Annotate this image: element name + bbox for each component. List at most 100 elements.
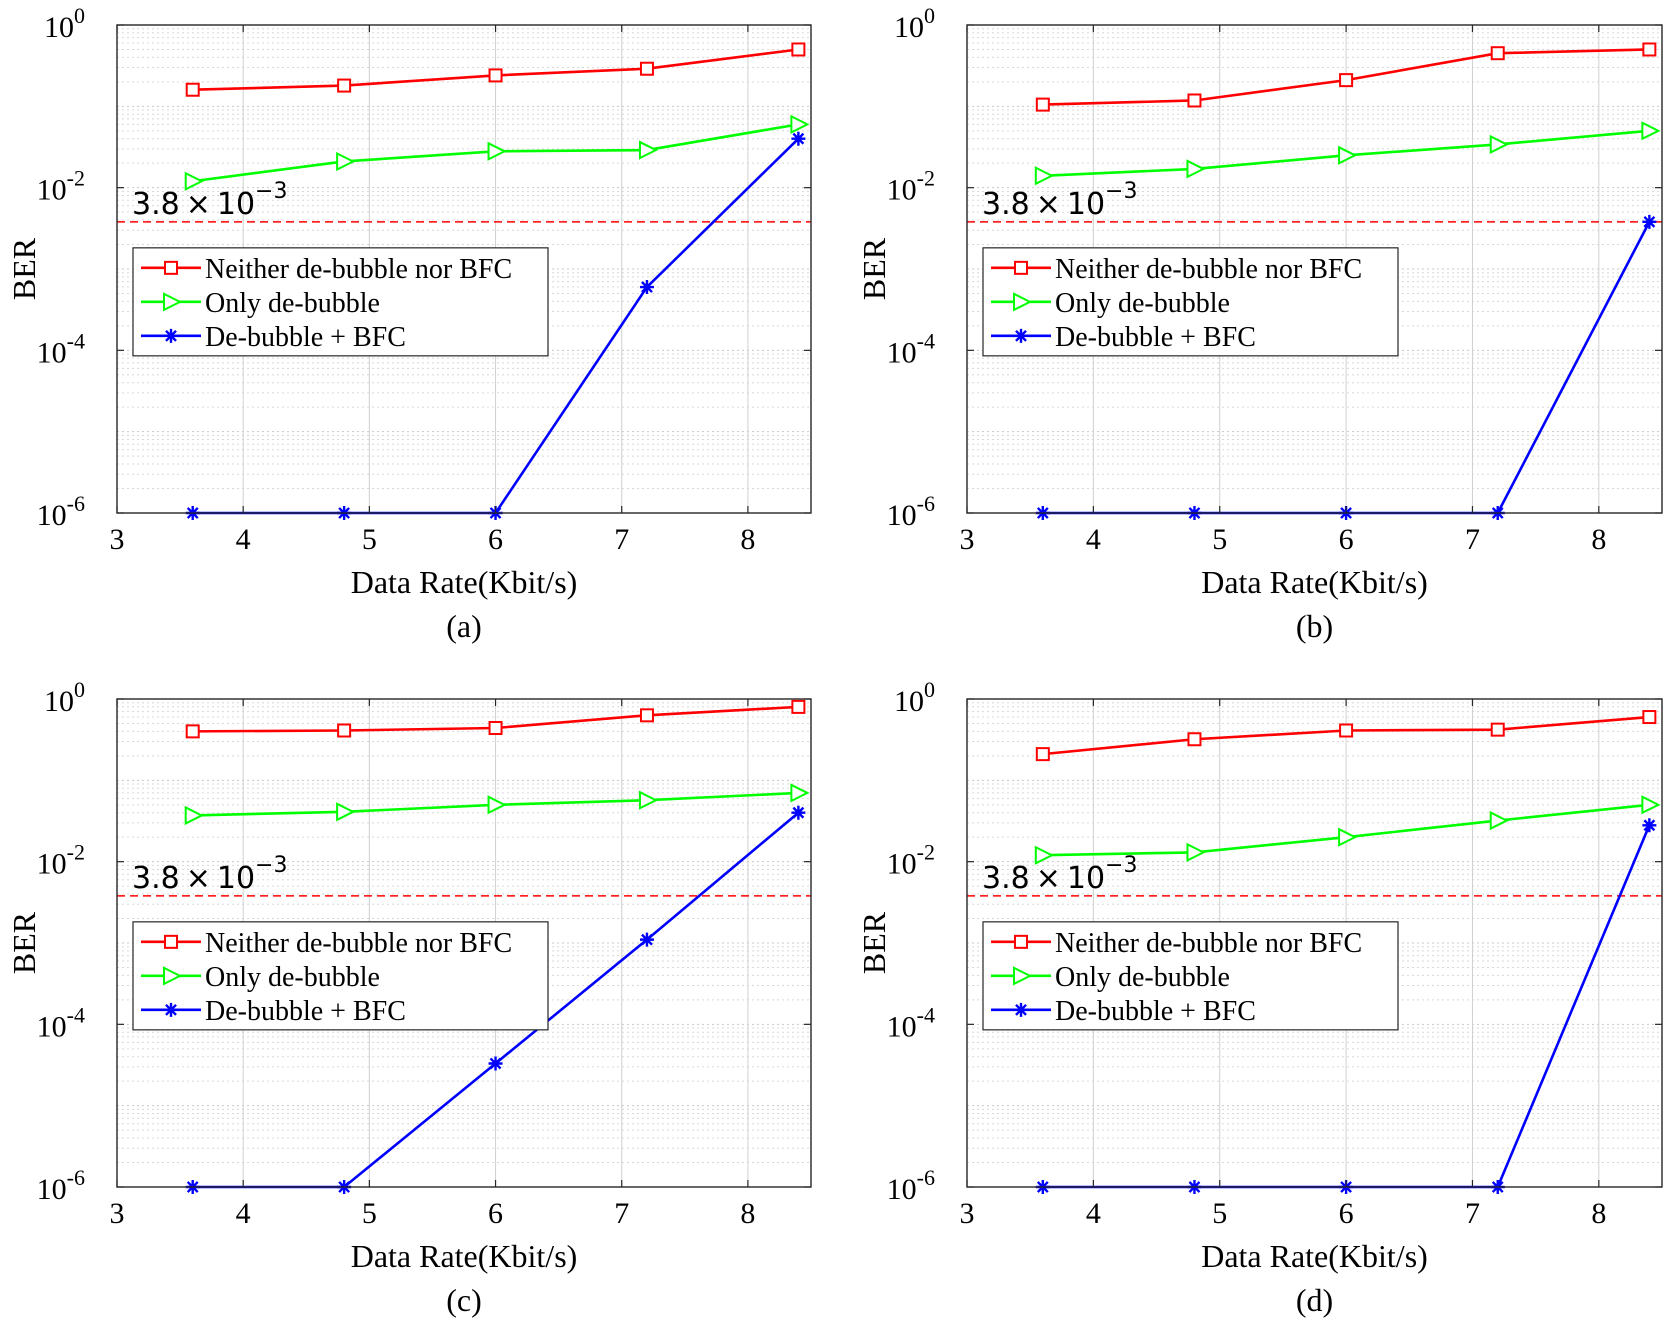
y-tick-base: 10 xyxy=(887,499,917,532)
legend-marker xyxy=(164,1002,178,1017)
y-tick-base: 10 xyxy=(894,11,924,44)
y-tick-label: 10-6 xyxy=(37,1165,85,1206)
y-tick-exponent: -2 xyxy=(67,166,85,191)
panel-label: (c) xyxy=(446,1282,482,1318)
legend-box xyxy=(132,247,549,357)
data-point xyxy=(1489,134,1509,155)
legend-box xyxy=(982,247,1399,357)
y-tick-exponent: 0 xyxy=(74,3,85,28)
threshold-mantissa: 3.8 xyxy=(132,187,180,222)
y-tick-exponent: -2 xyxy=(67,840,85,865)
y-tick-exponent: 0 xyxy=(924,677,935,702)
y-axis-label: BER xyxy=(6,911,42,974)
y-tick-base: 10 xyxy=(887,848,917,881)
y-tick-label: 10-4 xyxy=(37,1002,85,1043)
legend-label: Only de-bubble xyxy=(1055,962,1230,993)
series-0 xyxy=(185,699,806,739)
y-tick-label: 100 xyxy=(894,677,935,718)
y-axis-label: BER xyxy=(856,237,892,300)
y-tick-exponent: -6 xyxy=(917,491,935,516)
threshold-base: 10 xyxy=(1067,861,1105,896)
x-tick-label: 7 xyxy=(614,1197,629,1230)
y-tick-exponent: -2 xyxy=(917,840,935,865)
x-axis-label: Data Rate(Kbit/s) xyxy=(351,564,578,600)
legend-item-2: De-bubble + BFC xyxy=(141,996,406,1027)
x-tick-label: 3 xyxy=(110,1197,125,1230)
legend-label: Neither de-bubble nor BFC xyxy=(1055,254,1362,285)
x-tick-label: 6 xyxy=(1339,1197,1354,1230)
threshold-label: 3.8 × 10−3 xyxy=(132,853,287,896)
y-tick-label: 10-2 xyxy=(37,166,85,207)
y-tick-base: 10 xyxy=(37,174,67,207)
x-tick-label: 4 xyxy=(236,523,251,556)
data-point xyxy=(791,699,806,714)
data-point xyxy=(1641,795,1661,815)
x-tick-label: 3 xyxy=(960,523,975,556)
data-point xyxy=(1338,827,1358,847)
x-tick-label: 4 xyxy=(1086,523,1101,556)
legend-label: Only de-bubble xyxy=(205,962,380,993)
y-tick-label: 10-4 xyxy=(887,328,935,369)
series-0 xyxy=(1035,42,1657,112)
series-0 xyxy=(185,42,806,97)
y-tick-exponent: 0 xyxy=(74,677,85,702)
legend-item-1: Only de-bubble xyxy=(991,962,1230,993)
data-point xyxy=(639,280,654,295)
legend-box xyxy=(982,921,1399,1031)
y-tick-label: 10-4 xyxy=(37,328,85,369)
y-tick-exponent: -4 xyxy=(917,328,935,353)
legend-marker xyxy=(1013,966,1033,986)
legend-item-0: Neither de-bubble nor BFC xyxy=(141,928,512,959)
legend-item-2: De-bubble + BFC xyxy=(991,322,1256,353)
x-tick-label: 4 xyxy=(1086,1197,1101,1230)
legend-marker xyxy=(1014,328,1028,343)
axes-box xyxy=(966,24,1663,514)
y-tick-base: 10 xyxy=(894,685,924,718)
legend-marker xyxy=(1014,260,1028,275)
y-tick-exponent: -4 xyxy=(917,1002,935,1027)
x-tick-label: 8 xyxy=(740,523,755,556)
x-tick-label: 7 xyxy=(614,523,629,556)
data-point xyxy=(488,68,503,83)
threshold-mantissa: 3.8 xyxy=(982,187,1030,222)
data-point xyxy=(1489,810,1509,831)
data-point xyxy=(1642,710,1657,725)
legend-marker xyxy=(163,966,183,986)
legend-label: De-bubble + BFC xyxy=(1055,996,1256,1027)
legend-marker xyxy=(1014,934,1028,949)
y-axis-label: BER xyxy=(6,237,42,300)
legend-item-2: De-bubble + BFC xyxy=(141,322,406,353)
legend-label: De-bubble + BFC xyxy=(205,322,406,353)
x-tick-label: 5 xyxy=(362,1197,377,1230)
x-tick-label: 8 xyxy=(1591,1197,1606,1230)
x-axis-label: Data Rate(Kbit/s) xyxy=(1201,564,1428,600)
y-tick-label: 10-6 xyxy=(887,491,935,532)
x-tick-label: 3 xyxy=(110,523,125,556)
legend-item-1: Only de-bubble xyxy=(991,288,1230,319)
legend-item-0: Neither de-bubble nor BFC xyxy=(141,254,512,285)
legend-item-1: Only de-bubble xyxy=(141,962,380,993)
data-point xyxy=(791,805,806,820)
x-tick-label: 8 xyxy=(1591,523,1606,556)
y-tick-exponent: -2 xyxy=(917,166,935,191)
data-point xyxy=(791,131,806,146)
data-point xyxy=(790,114,810,134)
x-axis-label: Data Rate(Kbit/s) xyxy=(1201,1238,1428,1274)
panel-label: (d) xyxy=(1296,1282,1333,1318)
x-tick-label: 7 xyxy=(1465,523,1480,556)
data-point xyxy=(1339,723,1354,738)
x-axis-label: Data Rate(Kbit/s) xyxy=(351,1238,578,1274)
threshold-base: 10 xyxy=(217,861,255,896)
series-1 xyxy=(1034,795,1661,865)
legend-marker xyxy=(164,328,178,343)
threshold-exponent: −3 xyxy=(1105,179,1137,204)
data-point xyxy=(1034,845,1055,865)
data-point xyxy=(337,723,352,738)
data-point xyxy=(1186,842,1206,863)
axes-box xyxy=(116,698,812,1188)
